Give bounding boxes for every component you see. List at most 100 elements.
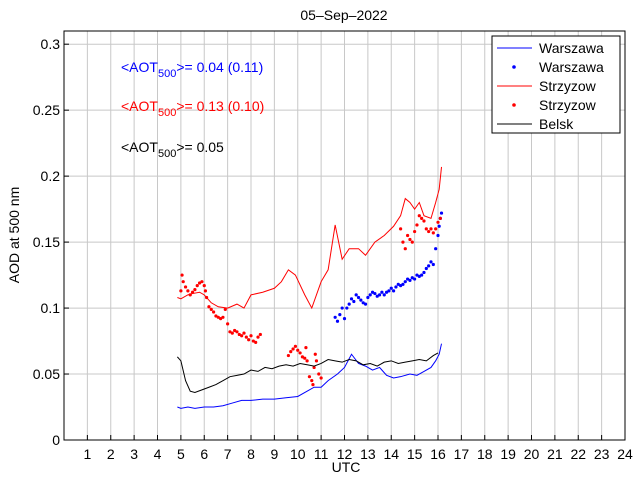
data-point bbox=[235, 330, 239, 334]
annotations: <AOT500>= 0.04 (0.11)<AOT500>= 0.13 (0.1… bbox=[121, 59, 264, 160]
x-tick-label: 5 bbox=[177, 446, 185, 462]
data-point bbox=[317, 372, 321, 376]
data-point bbox=[254, 340, 258, 344]
data-point bbox=[216, 315, 220, 319]
data-point bbox=[333, 315, 337, 319]
series-line bbox=[177, 166, 443, 310]
series-layer bbox=[176, 166, 444, 409]
data-point bbox=[394, 285, 398, 289]
y-tick-label: 0.15 bbox=[33, 234, 60, 250]
data-point bbox=[382, 293, 386, 297]
data-point bbox=[413, 277, 417, 281]
annotation-prefix: <AOT bbox=[121, 98, 158, 114]
data-point bbox=[366, 295, 370, 300]
x-tick-label: 17 bbox=[454, 446, 470, 462]
y-tick-label: 0.3 bbox=[41, 36, 61, 52]
data-point bbox=[356, 295, 361, 300]
x-tick-label: 12 bbox=[337, 446, 353, 462]
data-point bbox=[387, 289, 391, 293]
data-point bbox=[300, 355, 305, 359]
series-strzyzow-line bbox=[177, 166, 443, 310]
data-point bbox=[417, 214, 421, 218]
data-point bbox=[427, 229, 431, 234]
data-point bbox=[183, 285, 188, 289]
data-point bbox=[363, 302, 368, 306]
data-point bbox=[200, 280, 204, 284]
data-point bbox=[256, 335, 260, 339]
data-point bbox=[311, 382, 315, 387]
data-point bbox=[313, 352, 317, 356]
data-point bbox=[420, 273, 424, 277]
legend-dot-swatch bbox=[512, 103, 516, 107]
data-point bbox=[195, 284, 199, 288]
data-point bbox=[406, 233, 410, 238]
x-tick-label: 24 bbox=[617, 446, 633, 462]
data-point bbox=[420, 216, 424, 220]
legend-box bbox=[491, 35, 621, 134]
x-tick-label: 22 bbox=[570, 446, 586, 462]
data-point bbox=[401, 240, 405, 244]
y-tick-label: 0.25 bbox=[33, 102, 60, 118]
x-tick-label: 21 bbox=[547, 446, 563, 462]
x-tick-label: 13 bbox=[360, 446, 376, 462]
data-point bbox=[406, 277, 410, 281]
data-point bbox=[352, 299, 356, 304]
data-point bbox=[342, 317, 347, 321]
legend-label: Belsk bbox=[539, 116, 574, 132]
data-point bbox=[403, 247, 407, 251]
data-point bbox=[223, 307, 227, 311]
data-point bbox=[429, 227, 433, 231]
data-point bbox=[240, 334, 244, 338]
series-strzyzow-dots bbox=[179, 214, 442, 387]
data-point bbox=[298, 351, 302, 355]
series-line bbox=[177, 343, 442, 409]
data-point bbox=[258, 332, 262, 337]
x-tick-label: 1 bbox=[83, 446, 91, 462]
data-point bbox=[247, 338, 251, 342]
data-point bbox=[399, 227, 403, 231]
annotation-subscript: 500 bbox=[158, 107, 176, 119]
data-point bbox=[375, 294, 379, 298]
x-tick-label: 4 bbox=[154, 446, 162, 462]
x-tick-label: 7 bbox=[224, 446, 232, 462]
data-point bbox=[396, 282, 400, 286]
data-point bbox=[408, 237, 412, 242]
data-point bbox=[303, 356, 307, 360]
data-point bbox=[305, 359, 309, 363]
data-point bbox=[415, 223, 419, 227]
data-point bbox=[181, 280, 185, 284]
series-line bbox=[176, 352, 439, 394]
annotation-suffix: >= 0.05 bbox=[176, 139, 224, 155]
data-point bbox=[434, 247, 438, 251]
data-point bbox=[413, 229, 417, 234]
x-tick-label: 9 bbox=[270, 446, 278, 462]
data-point bbox=[391, 289, 396, 293]
data-point bbox=[359, 298, 363, 302]
y-tick-label: 0 bbox=[52, 432, 60, 448]
data-point bbox=[380, 290, 384, 294]
data-point bbox=[212, 310, 216, 314]
data-point bbox=[422, 270, 426, 275]
data-point bbox=[436, 220, 440, 224]
legend-label: Warszawa bbox=[539, 59, 604, 75]
data-point bbox=[289, 350, 293, 354]
data-point bbox=[347, 302, 351, 306]
data-point bbox=[221, 315, 225, 319]
data-point bbox=[338, 313, 342, 317]
annotation-prefix: <AOT bbox=[121, 139, 158, 155]
data-point bbox=[335, 319, 340, 323]
series-warszawa-dots bbox=[333, 211, 444, 323]
data-point bbox=[214, 314, 218, 318]
legend-dot-swatch bbox=[512, 65, 516, 69]
data-point bbox=[429, 260, 433, 264]
data-point bbox=[349, 297, 354, 301]
data-point bbox=[312, 365, 316, 370]
data-point bbox=[415, 273, 419, 277]
data-point bbox=[377, 293, 382, 297]
data-point bbox=[219, 317, 223, 321]
legend: Warszawa Warszawa Strzyzow Strzyzow Belsk bbox=[491, 35, 621, 134]
legend-label: Strzyzow bbox=[539, 78, 597, 94]
data-point bbox=[354, 293, 358, 297]
data-point bbox=[249, 334, 253, 338]
